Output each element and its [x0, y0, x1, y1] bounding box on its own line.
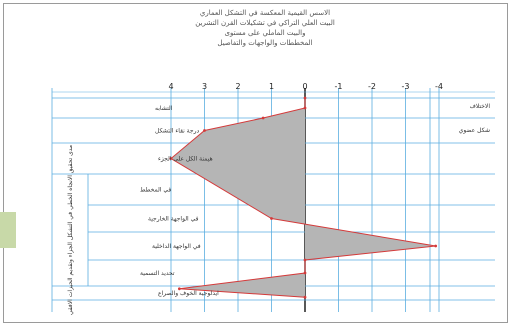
x-tick-label-4: 0 [302, 82, 307, 91]
data-point-1 [303, 106, 307, 110]
header-line-3: والبيت الماملي على مستوى [224, 29, 306, 37]
chart-label-layer: 4 3 2 1 0 -1 -2 -3 -4 التشابه درجة نقاء التشكل هيمن… [67, 82, 490, 315]
chart-grid [51, 88, 495, 312]
side-label-difference: الاختلاف [470, 103, 491, 110]
slide-border [3, 3, 508, 323]
chart-area-layer [169, 96, 438, 299]
x-tick-label-8: -4 [435, 82, 443, 91]
x-tick-label-7: -3 [402, 82, 410, 91]
data-point-9 [177, 287, 181, 291]
data-point-4 [169, 157, 173, 160]
row-label-1: درجة نقاء التشكل [155, 128, 200, 135]
x-tick-label-1: 3 [202, 82, 207, 91]
data-point-10 [303, 295, 307, 299]
row-label-3: في المخطط [140, 187, 171, 194]
data-point-6 [434, 244, 438, 248]
side-label-organic: شكل عضوي [459, 127, 490, 134]
data-point-0 [303, 96, 307, 100]
left-accent-bar [0, 212, 16, 248]
x-tick-label-3: 1 [269, 82, 274, 91]
row-label-6: تحديد التسمية [140, 270, 175, 277]
header-line-4: المخططات والواجهات والتفاصيل [217, 39, 313, 47]
data-point-7 [303, 258, 307, 262]
data-point-8 [303, 271, 307, 275]
group-label: مدى تحقيق الانجاه الخطي في التشكل الجزاء… [67, 145, 74, 315]
data-point-3 [203, 129, 206, 132]
x-tick-label-5: -1 [335, 82, 343, 91]
header-line-2: البيت العلي التراكي في تشكيلات القرن الت… [195, 19, 335, 27]
x-tick-label-0: 4 [168, 82, 173, 91]
x-tick-label-6: -2 [368, 82, 376, 91]
row-label-7: ايدلوجية الخوف والصراع [158, 290, 219, 297]
row-label-4: في الواجهة الخارجية [148, 216, 199, 223]
row-label-0: التشابه [155, 105, 173, 112]
x-tick-label-2: 2 [235, 82, 240, 91]
area-fill [171, 98, 436, 298]
data-point-5 [270, 217, 273, 220]
data-point-2 [261, 116, 265, 120]
row-label-5: في الواجهة الداخلية [152, 243, 201, 250]
header-line-1: الاسس القيمية المعكسة في التشكل العماري [199, 9, 331, 17]
chart-header: الاسس القيمية المعكسة في التشكل العماري … [140, 8, 390, 48]
row-label-2: هيمنة الكل على الجزء [158, 156, 213, 163]
